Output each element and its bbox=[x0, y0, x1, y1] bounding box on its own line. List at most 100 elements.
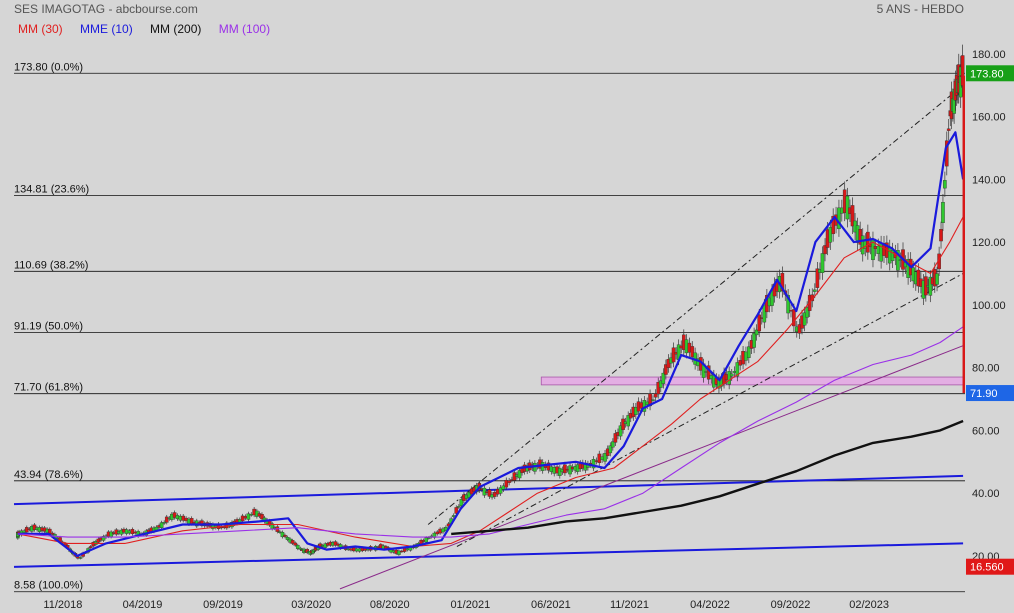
ma-line-mm100 bbox=[17, 326, 964, 538]
candle-body bbox=[459, 499, 464, 507]
candle-body bbox=[457, 506, 461, 508]
x-tick-label: 08/2020 bbox=[370, 599, 410, 611]
candle-body bbox=[797, 324, 802, 334]
candle-body bbox=[928, 276, 933, 296]
x-tick-label: 02/2023 bbox=[849, 599, 889, 611]
candle-body bbox=[828, 227, 833, 243]
candle-body bbox=[754, 329, 759, 336]
y-tick-label: 80.00 bbox=[972, 363, 1000, 375]
y-axis-bg bbox=[965, 0, 1014, 613]
fib-label: 8.58 (100.0%) bbox=[14, 580, 83, 592]
candle-body bbox=[651, 399, 655, 401]
candle-body bbox=[285, 537, 290, 540]
low-price-badge-text: 16.560 bbox=[970, 562, 1004, 574]
candle-body bbox=[50, 532, 55, 535]
candle-body bbox=[283, 534, 287, 537]
candle-body bbox=[568, 465, 572, 475]
candle-body bbox=[293, 542, 298, 546]
candle-body bbox=[653, 393, 658, 398]
candle-body bbox=[792, 309, 796, 327]
candle-body bbox=[613, 433, 618, 443]
candle-body bbox=[786, 295, 790, 314]
candle-body bbox=[498, 487, 503, 494]
y-tick-label: 100.00 bbox=[972, 300, 1006, 312]
candle-body bbox=[101, 536, 106, 541]
candle-body bbox=[504, 479, 509, 488]
candle-body bbox=[943, 180, 947, 189]
candle-body bbox=[823, 245, 827, 255]
candle-body bbox=[747, 346, 751, 358]
candle-body bbox=[467, 491, 471, 498]
candle-body bbox=[426, 537, 431, 539]
candle-body bbox=[501, 485, 506, 490]
candle-body bbox=[661, 372, 666, 384]
candle-body bbox=[690, 346, 695, 358]
candle-body bbox=[162, 521, 166, 524]
y-tick-label: 140.00 bbox=[972, 174, 1006, 186]
price-candles bbox=[16, 44, 965, 560]
legend-item-mme10: MME (10) bbox=[80, 22, 133, 36]
candle-body bbox=[866, 231, 870, 253]
candle-body bbox=[591, 459, 596, 469]
trend-line-lower-dashed bbox=[456, 273, 964, 547]
candle-body bbox=[946, 128, 951, 131]
legend: MM (30) MME (10) MM (200) MM (100) bbox=[18, 22, 284, 36]
x-tick-label: 06/2021 bbox=[531, 599, 571, 611]
x-tick-label: 11/2021 bbox=[610, 599, 649, 611]
candle-body bbox=[507, 480, 511, 483]
candle-body bbox=[159, 522, 164, 528]
trend-lines bbox=[13, 84, 964, 590]
candle-body bbox=[916, 269, 921, 287]
candle-body bbox=[454, 507, 459, 514]
current-price-badge-text: 71.90 bbox=[970, 388, 998, 400]
candle-body bbox=[802, 312, 807, 326]
candle-body bbox=[295, 544, 300, 549]
candle-body bbox=[757, 314, 762, 332]
candle-body bbox=[517, 470, 522, 479]
candle-body bbox=[618, 425, 623, 437]
axes: 20.0040.0060.0080.00100.00120.00140.0016… bbox=[43, 0, 1014, 613]
candle-body bbox=[96, 538, 101, 543]
ma-line-mm200 bbox=[451, 419, 964, 536]
candle-body bbox=[735, 362, 740, 377]
chart-title: SES IMAGOTAG - abcbourse.com bbox=[14, 2, 198, 16]
candle-body bbox=[664, 364, 668, 375]
candle-body bbox=[608, 445, 613, 454]
support-zone bbox=[540, 376, 966, 386]
fib-label: 91.19 (50.0%) bbox=[14, 321, 83, 333]
candle-body bbox=[172, 512, 177, 518]
low-price-badge bbox=[966, 558, 1014, 575]
x-tick-label: 04/2022 bbox=[690, 599, 730, 611]
y-tick-label: 40.00 bbox=[972, 488, 1000, 500]
candle-body bbox=[626, 415, 630, 427]
candle-body bbox=[88, 546, 93, 548]
channel-lower-line bbox=[13, 542, 964, 568]
y-tick-label: 160.00 bbox=[972, 112, 1006, 124]
trend-line-upper-dashed bbox=[427, 84, 964, 525]
price-badges: 173.80 71.90 16.560 bbox=[966, 65, 1014, 575]
candle-body bbox=[298, 547, 303, 550]
x-tick-label: 09/2019 bbox=[203, 599, 243, 611]
candle-body bbox=[658, 380, 663, 388]
candle-body bbox=[939, 229, 943, 242]
candle-body bbox=[666, 358, 671, 368]
candle-body bbox=[487, 489, 492, 497]
candle-body bbox=[563, 464, 567, 474]
fibonacci-levels: 173.80 (0.0%) 134.81 (23.6%) 110.69 (38.2%… bbox=[14, 61, 965, 593]
y-tick-label: 60.00 bbox=[972, 425, 1000, 437]
candle-body bbox=[727, 371, 731, 385]
y-tick-label: 180.00 bbox=[972, 49, 1006, 61]
candle-body bbox=[164, 516, 169, 523]
moving-averages bbox=[17, 75, 966, 558]
candle-body bbox=[290, 540, 295, 544]
candle-body bbox=[671, 347, 676, 363]
y-tick-label: 120.00 bbox=[972, 237, 1006, 249]
current-price-badge bbox=[966, 385, 1014, 402]
candle-body bbox=[820, 253, 825, 273]
x-tick-label: 03/2020 bbox=[291, 599, 331, 611]
candle-body bbox=[621, 418, 625, 430]
candle-body bbox=[935, 273, 939, 285]
candle-body bbox=[397, 550, 401, 555]
candle-body bbox=[752, 333, 756, 348]
